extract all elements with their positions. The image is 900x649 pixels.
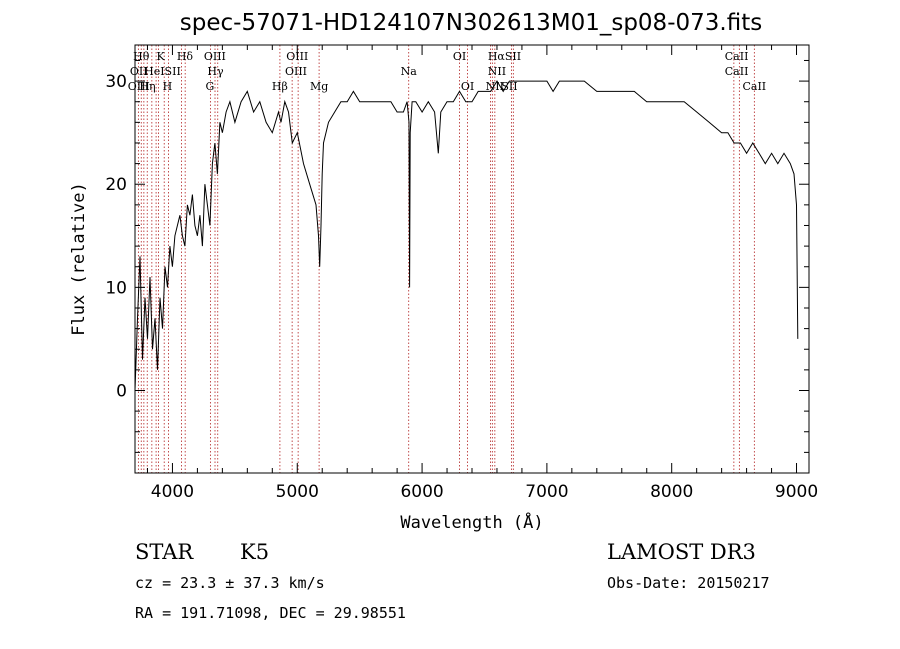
object-class: STAR	[135, 540, 194, 564]
spectral-line-label: HeISII	[144, 65, 181, 78]
x-axis-label: Wavelength (Å)	[400, 511, 543, 533]
spectral-line-label: Hβ	[272, 80, 288, 93]
spectral-line-label: G	[205, 80, 214, 93]
x-tick-label: 8000	[650, 482, 693, 502]
ra-dec: RA = 191.71098, DEC = 29.98551	[135, 604, 406, 622]
y-axis-label: Flux (relative)	[69, 182, 89, 336]
flux-series	[134, 80, 799, 391]
y-tick-label: 10	[105, 278, 127, 298]
spectral-line-label: NII	[488, 65, 506, 78]
spectrum-chart: spec-57071-HD124107N302613M01_sp08-073.f…	[69, 10, 818, 533]
spectral-line-label: NII	[486, 80, 504, 93]
chart-title: spec-57071-HD124107N302613M01_sp08-073.f…	[180, 10, 762, 36]
x-tick-label: 4000	[151, 482, 194, 502]
spectral-line-label: OIII	[286, 50, 308, 63]
x-tick-label: 6000	[400, 482, 443, 502]
spectral-line-label: Na	[401, 65, 418, 78]
object-subclass: K5	[240, 540, 270, 564]
spectral-line-label: OI	[453, 50, 466, 63]
spectral-line-label: CaII	[742, 80, 766, 93]
spectral-line-label: OIII	[285, 65, 307, 78]
x-tick-label: 5000	[276, 482, 319, 502]
spectral-line-label: OI	[461, 80, 474, 93]
spectral-line-label: CaII	[725, 50, 749, 63]
spectral-line-label: K	[156, 50, 165, 63]
spectral-line-label: Hη	[139, 80, 155, 93]
spectral-line-label: CaII	[725, 65, 749, 78]
spectral-lines-layer	[137, 45, 755, 473]
plot-frame	[134, 44, 810, 474]
spectral-line-label: Mg	[310, 80, 328, 93]
flux-line	[134, 80, 799, 391]
x-tick-label: 9000	[775, 482, 818, 502]
spectral-line-label: OIII	[128, 80, 150, 93]
y-tick-label: 30	[105, 72, 127, 92]
y-tick-label: 0	[116, 381, 127, 401]
survey-name: LAMOST DR3	[607, 540, 756, 564]
spectral-line-label: HαSII	[488, 50, 521, 63]
axis-ticks: 4000 5000 6000 7000 8000 9000 0 10 20 30	[105, 45, 818, 502]
spectral-line-label: OII	[130, 65, 148, 78]
spectral-line-label: Hθ	[133, 50, 150, 63]
y-tick-label: 20	[105, 175, 127, 195]
spectral-line-label: Hδ	[177, 50, 194, 63]
redshift-cz: cz = 23.3 ± 37.3 km/s	[135, 574, 325, 592]
spectral-line-label: OIII	[204, 50, 226, 63]
spectral-line-label: Hγ	[207, 65, 224, 78]
x-tick-label: 7000	[525, 482, 568, 502]
spectral-line-label: H	[163, 80, 173, 93]
obs-date: Obs-Date: 20150217	[607, 574, 770, 592]
spectral-line-label: SII	[501, 80, 517, 93]
